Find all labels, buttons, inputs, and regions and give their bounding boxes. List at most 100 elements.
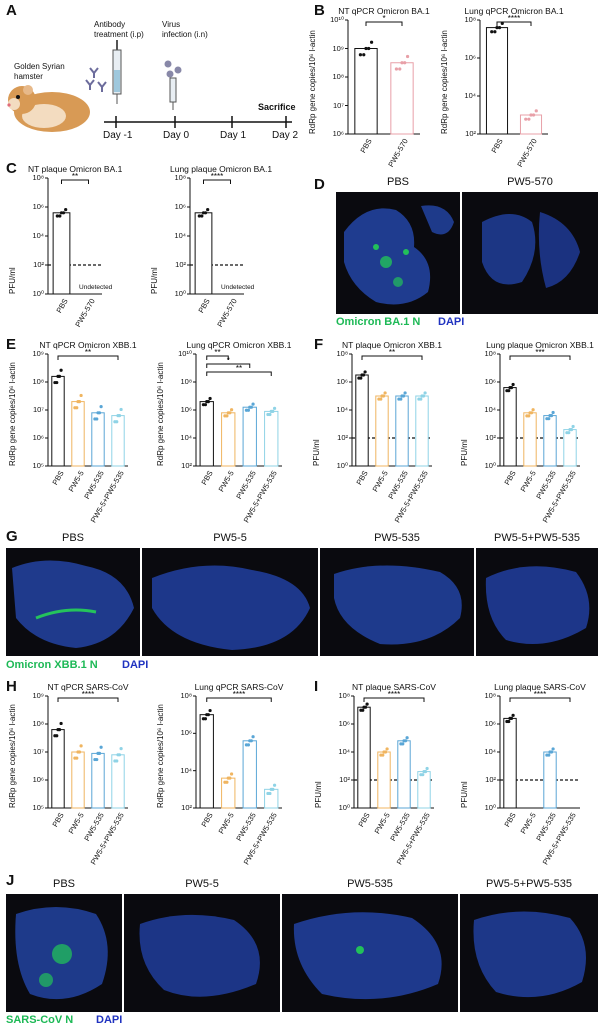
chart-ylabel-e2: RdRp gene copies/10⁶ l-actin [156, 362, 165, 466]
bar-pbs [194, 212, 213, 295]
data-point [203, 211, 208, 215]
bar-pw5-5 [377, 751, 391, 809]
data-point [534, 109, 538, 113]
data-point [59, 368, 63, 372]
y-tick-label: 10⁸ [332, 72, 344, 81]
d-micrograph-pbs [336, 192, 460, 314]
bar-pbs [199, 401, 214, 467]
significance-bracket [61, 179, 89, 184]
chart-ylabel-i2: PFU/ml [460, 781, 469, 808]
y-tick-label: 10² [339, 775, 350, 784]
chart-b1: * [345, 14, 420, 135]
data-point [117, 753, 122, 757]
data-point [403, 739, 408, 743]
data-point [507, 719, 511, 724]
d-micrograph-pw5-570 [462, 192, 598, 314]
y-tick-label: 10⁶ [464, 53, 476, 62]
y-tick-label: 10² [485, 433, 496, 442]
y-tick-label: 10⁴ [484, 405, 496, 414]
hamster-label: Golden Syrian hamster [14, 62, 65, 81]
data-point [79, 393, 83, 398]
data-point [549, 750, 554, 754]
panel-label-f: F [314, 336, 324, 353]
data-point [208, 396, 212, 401]
j-legend-green: SARS-CoV N [6, 1014, 74, 1026]
panel-label-b: B [314, 2, 325, 19]
data-point [398, 67, 402, 71]
data-point [249, 739, 253, 743]
bar-pbs [51, 375, 65, 467]
chart-title-i1: NT plaque SARS-CoV [352, 682, 436, 692]
chart-title-i2: Lung plaque SARS-CoV [494, 682, 586, 692]
significance-bracket [509, 355, 571, 360]
data-point [95, 757, 99, 762]
bar-pw5-5-pw5-535 [417, 771, 431, 809]
bar-pbs [199, 714, 214, 809]
bar-pw5-535 [397, 740, 411, 809]
data-point [363, 705, 368, 709]
data-point [549, 414, 554, 418]
chart-ylabel-i1: PFU/ml [314, 781, 323, 808]
panel-label-h: H [6, 678, 17, 695]
data-point [206, 208, 210, 212]
data-point [400, 61, 404, 65]
g-image-label-4: PW5-5+PW5-535 [494, 532, 580, 544]
g-legend-green: Omicron XBB.1 N [6, 659, 98, 671]
y-tick-label: 10⁶ [174, 202, 186, 211]
data-point [551, 747, 555, 751]
j-micrograph-combo [460, 894, 598, 1012]
j-image-label-3: PW5-535 [347, 878, 393, 890]
significance-bracket [206, 363, 251, 368]
data-point [547, 753, 551, 757]
d-legend-green: Omicron BA.1 N [336, 316, 421, 328]
y-tick-label: 10⁰ [174, 289, 186, 298]
data-point [385, 747, 389, 751]
data-point [361, 708, 365, 712]
data-point [497, 26, 502, 30]
data-point [401, 742, 405, 746]
data-point [509, 716, 514, 720]
antibody-icons [85, 67, 107, 92]
significance-label: ** [236, 364, 242, 373]
y-tick-label: 10⁹ [32, 691, 44, 700]
data-point [229, 772, 234, 776]
chart-ylabel-b1: RdRp gene copies/10⁶ l-actin [308, 30, 317, 134]
day-label-2: Day 0 [163, 130, 190, 141]
significance-bracket [365, 21, 403, 26]
bar-pw5-5-pw5-535 [264, 410, 279, 467]
bar-pbs [52, 212, 71, 295]
chart-b2: **** [477, 14, 548, 135]
data-point [228, 411, 232, 415]
data-point [97, 411, 102, 415]
data-point [64, 208, 68, 212]
j-legend-blue: DAPI [96, 1014, 123, 1026]
bar-pw5-535 [242, 406, 257, 467]
chart-f1: ** [349, 348, 432, 467]
hamster-illustration [7, 85, 90, 132]
data-point [359, 376, 363, 380]
bar-pw5-5 [523, 412, 537, 467]
g-micrograph-pbs [6, 548, 140, 656]
data-point [419, 397, 423, 401]
data-point [365, 702, 369, 706]
data-point [117, 414, 122, 418]
y-tick-label: 10⁶ [484, 377, 496, 386]
data-point [99, 405, 103, 409]
antibody-label: Antibody treatment (i.p) [94, 20, 144, 39]
chart-ylabel-c1: PFU/ml [8, 267, 17, 294]
data-point [547, 417, 551, 421]
data-point [119, 407, 123, 412]
data-point [358, 53, 363, 57]
data-point [361, 373, 366, 377]
y-tick-label: 10⁴ [32, 231, 44, 240]
chart-ylabel-b2: RdRp gene copies/10⁶ l-actin [440, 30, 449, 134]
d-legend-blue: DAPI [438, 316, 465, 328]
g-image-label-3: PW5-535 [374, 532, 420, 544]
significance-bracket [57, 355, 119, 360]
data-point [251, 735, 255, 739]
data-point [206, 713, 210, 717]
significance-label: ** [389, 348, 395, 357]
data-point [511, 382, 515, 387]
y-tick-label: 10⁷ [332, 100, 344, 110]
data-point [405, 736, 409, 740]
